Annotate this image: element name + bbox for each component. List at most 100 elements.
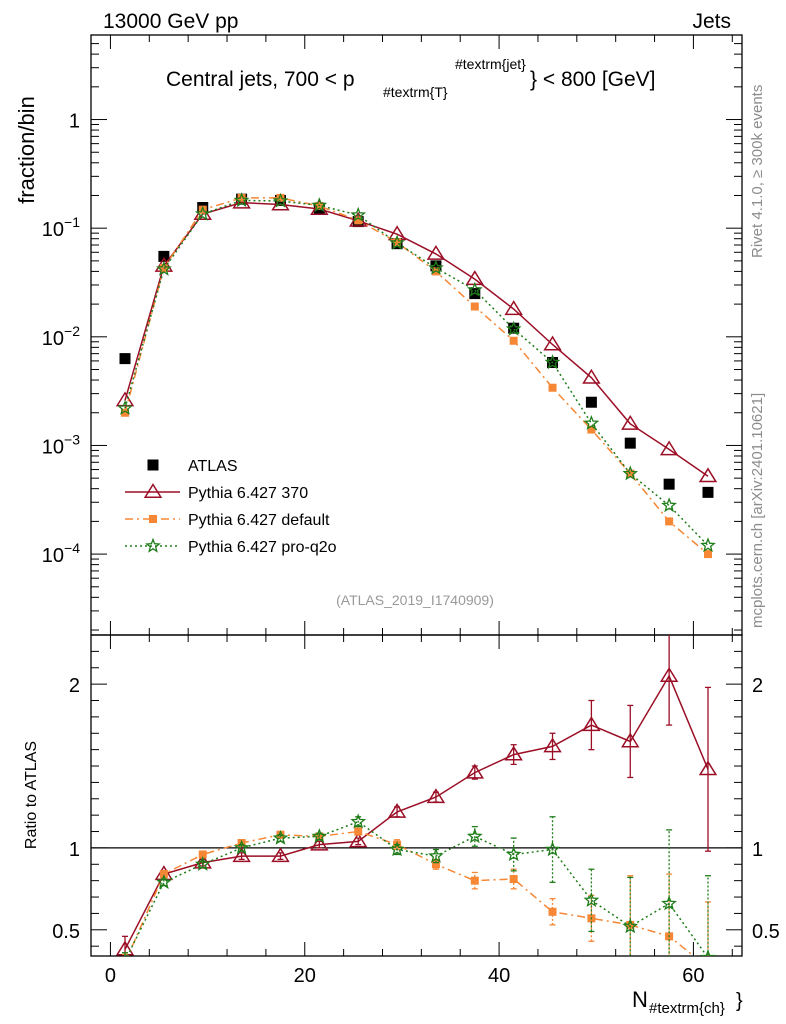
ratio-point	[272, 829, 289, 845]
ratio-series	[115, 635, 718, 971]
ratio-point	[470, 876, 479, 885]
ratio-point	[548, 907, 557, 916]
series-0-main	[119, 193, 714, 498]
data-point	[121, 408, 130, 417]
ratio-point	[311, 828, 328, 844]
ratio-point	[621, 732, 640, 748]
chart-title: Central jets, 700 < p #textrm{T} #textrm…	[166, 56, 656, 100]
ratio-point	[121, 959, 129, 967]
ratio-point	[698, 760, 718, 776]
data-point	[156, 260, 172, 276]
ratio-point	[159, 870, 168, 879]
ratio-point	[626, 920, 635, 929]
data-point	[582, 368, 601, 384]
legend-item: Pythia 6.427 default	[125, 512, 330, 529]
legend-item: Pythia 6.427 pro-q2o	[125, 537, 337, 556]
data-point	[276, 193, 285, 202]
ratio-point	[659, 667, 679, 682]
ratio-point	[504, 745, 523, 761]
ratio-line	[127, 830, 695, 956]
data-point	[354, 216, 363, 225]
ratio-line	[124, 674, 709, 950]
legend-item: Pythia 6.427 370	[125, 483, 308, 502]
data-point	[237, 193, 246, 202]
title-subscript: #textrm{T}	[383, 84, 448, 100]
data-point	[428, 259, 444, 275]
ratio-point	[704, 963, 712, 971]
data-point	[504, 300, 523, 316]
y-tick-label: 10−1	[42, 214, 80, 241]
ratio-point	[509, 875, 518, 884]
legend-label: Pythia 6.427 370	[188, 485, 308, 502]
legend-label: ATLAS	[188, 458, 238, 475]
ratio-point	[661, 895, 677, 911]
legend-marker	[143, 483, 163, 498]
data-point	[587, 425, 596, 434]
ratio-point	[232, 847, 251, 863]
ratio-point	[466, 828, 483, 844]
data-point	[198, 205, 207, 214]
data-point	[393, 238, 402, 247]
data-point	[659, 440, 679, 456]
data-point	[621, 414, 640, 430]
mcplots-label: mcplots.cern.ch [arXiv:2401.10621]	[749, 393, 766, 628]
data-point	[703, 550, 712, 559]
data-point	[544, 354, 561, 370]
ratio-y-tick-label: 1	[69, 839, 80, 861]
x-tick-label: 0	[105, 965, 116, 987]
data-point	[663, 478, 675, 490]
ratio-point	[348, 832, 368, 848]
series-line	[124, 199, 709, 547]
title-end: } < 800 [GeV]	[530, 68, 656, 91]
y-tick-label: 10−3	[42, 431, 80, 458]
data-point	[665, 517, 674, 526]
ratio-point	[194, 856, 211, 871]
ratio-point	[354, 827, 363, 836]
data-point	[661, 497, 677, 513]
data-point	[426, 244, 446, 260]
x-tick-label: 20	[294, 965, 316, 987]
data-point	[158, 250, 170, 262]
ratio-y-tick-label-right: 2	[752, 675, 763, 697]
data-point	[624, 437, 636, 449]
data-point	[583, 415, 600, 430]
ratio-line	[126, 820, 708, 956]
data-point	[505, 320, 522, 336]
title-main: Central jets, 700 < p	[166, 68, 355, 91]
series-line	[124, 201, 709, 477]
y-tick-label: 10−4	[42, 540, 80, 567]
legend: ATLAS Pythia 6.427 370 Pythia 6.427 defaul…	[125, 458, 337, 556]
ratio-point	[350, 813, 367, 829]
ratio-point	[543, 737, 562, 753]
series-3-ratio	[122, 813, 716, 956]
legend-label: Pythia 6.427 pro-q2o	[188, 539, 337, 556]
ratio-point	[465, 763, 485, 779]
y-tick-label: 1	[69, 111, 80, 133]
analysis-id: (ATLAS_2019_I1740909)	[336, 592, 494, 608]
ratio-y-tick-label: 2	[69, 675, 80, 697]
ratio-point	[271, 847, 290, 863]
series-2-ratio	[121, 827, 712, 971]
x-axis-title: N #textrm{ch} }	[632, 987, 743, 1017]
data-point	[543, 335, 562, 351]
x-title-close: }	[736, 990, 743, 1012]
ratio-y-tick-label-right: 1	[752, 839, 763, 861]
data-point	[548, 383, 557, 392]
data-point	[508, 322, 520, 334]
legend-marker	[147, 459, 159, 471]
ratio-point	[582, 716, 601, 732]
data-point	[311, 197, 328, 213]
data-point	[470, 302, 479, 311]
data-point	[700, 537, 716, 553]
legend-item: ATLAS	[147, 458, 238, 475]
x-tick-label: 60	[682, 965, 704, 987]
ratio-point	[387, 802, 407, 818]
data-point	[626, 469, 635, 478]
main-series	[115, 192, 718, 559]
data-point	[389, 234, 405, 250]
ratio-point	[156, 874, 172, 890]
data-point	[702, 486, 714, 498]
series-line	[124, 197, 709, 555]
data-point	[585, 396, 597, 408]
data-point	[509, 336, 518, 345]
